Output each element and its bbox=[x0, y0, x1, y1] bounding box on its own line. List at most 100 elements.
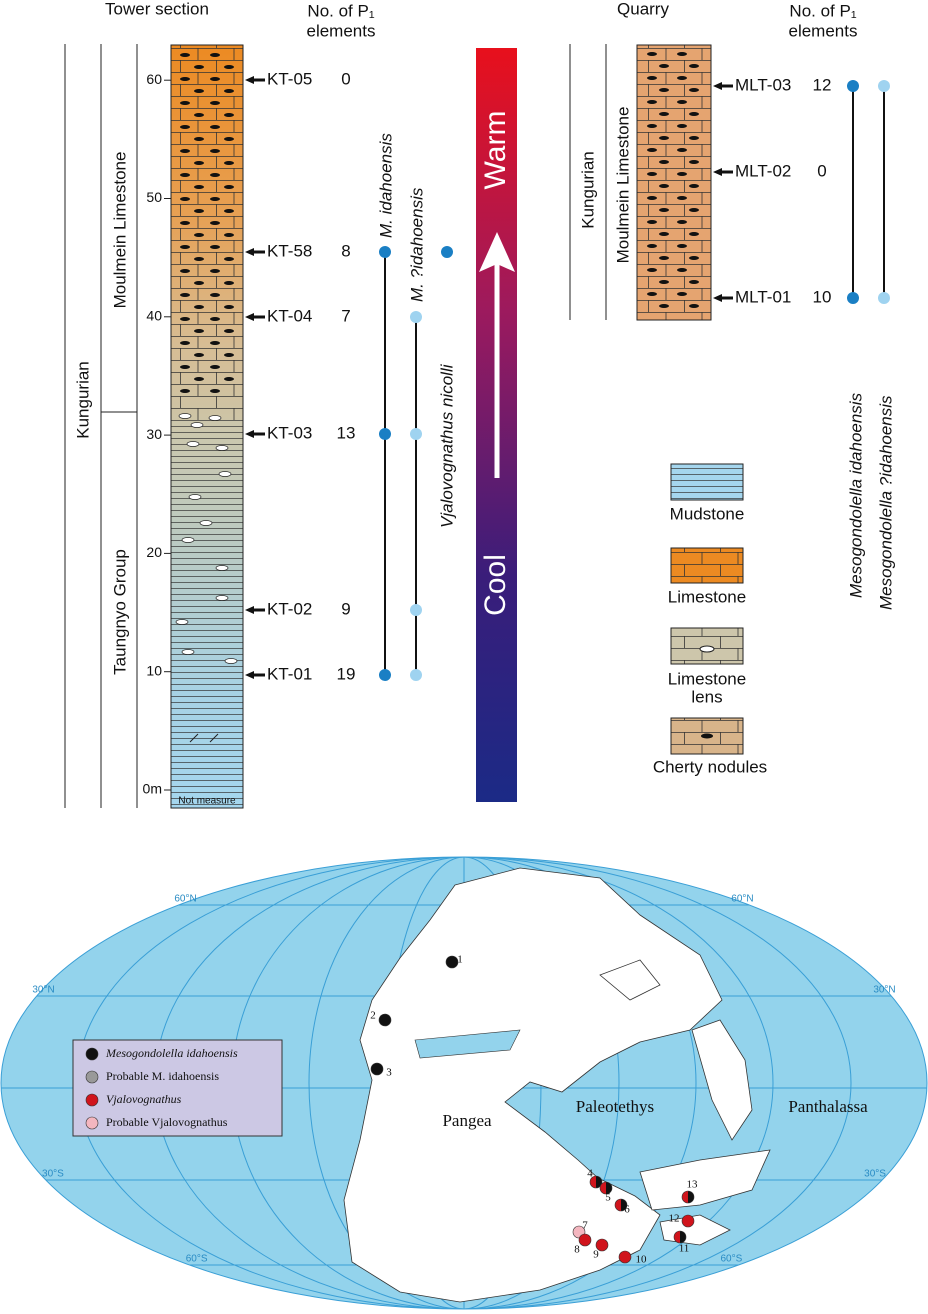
locality-label: 3 bbox=[386, 1067, 392, 1079]
locality-point bbox=[680, 1231, 686, 1243]
chert-nodule bbox=[210, 197, 220, 201]
tower-column bbox=[170, 44, 244, 809]
bedding bbox=[189, 733, 219, 743]
limestone-lens bbox=[186, 441, 200, 447]
unit-label: Taungnyo Group bbox=[110, 549, 129, 675]
limestone-lens bbox=[218, 471, 232, 477]
chert-nodule bbox=[659, 304, 669, 308]
sample-count: 9 bbox=[341, 599, 350, 618]
chert-nodule bbox=[210, 341, 220, 345]
sample-count: 8 bbox=[341, 241, 350, 260]
chert-nodule bbox=[647, 124, 657, 128]
sample-arrow bbox=[245, 76, 265, 84]
taxon-label: Vjalovognathus nicolli bbox=[437, 363, 456, 528]
quarry-column bbox=[636, 44, 712, 321]
meridian bbox=[308, 857, 620, 1309]
bottom-note: Not measure bbox=[178, 796, 236, 807]
chert-nodule bbox=[224, 185, 234, 189]
chert-nodule bbox=[194, 209, 204, 213]
legend-label: lens bbox=[691, 687, 722, 706]
chert-nodule bbox=[677, 268, 687, 272]
section-frame bbox=[64, 44, 138, 808]
chert-nodule bbox=[677, 124, 687, 128]
chert-nodule bbox=[677, 76, 687, 80]
chert-nodule bbox=[180, 317, 190, 321]
locality-label: 12 bbox=[669, 1213, 680, 1225]
latitude-label: 60°N bbox=[731, 894, 753, 905]
chert-nodule bbox=[647, 148, 657, 152]
chert-nodule bbox=[659, 64, 669, 68]
chert-nodule bbox=[194, 89, 204, 93]
chert-nodule bbox=[210, 389, 220, 393]
chert-nodule bbox=[180, 125, 190, 129]
limestone-lens bbox=[215, 565, 229, 571]
sample-arrow bbox=[245, 430, 265, 438]
legend-label: Cherty nodules bbox=[653, 757, 767, 776]
legend-label: Limestone bbox=[668, 669, 746, 688]
scale-label: 50 bbox=[146, 189, 162, 205]
chert-nodule bbox=[210, 221, 220, 225]
chert-nodule bbox=[224, 233, 234, 237]
chert-nodule bbox=[194, 377, 204, 381]
sample-count: 7 bbox=[341, 306, 350, 325]
chert-nodule bbox=[689, 136, 699, 140]
locality-point bbox=[445, 955, 459, 969]
occurrence bbox=[379, 669, 391, 681]
locality-point bbox=[595, 1238, 609, 1252]
chert-nodule bbox=[210, 101, 220, 105]
sample-count: 13 bbox=[337, 423, 356, 442]
count-header: No. of P₁ bbox=[789, 1, 856, 20]
count-header: elements bbox=[307, 21, 376, 40]
locality-label: 11 bbox=[679, 1243, 690, 1255]
locality-point bbox=[682, 1191, 688, 1203]
locality-label: 2 bbox=[370, 1010, 376, 1022]
chert-nodule bbox=[224, 161, 234, 165]
chert-nodule bbox=[224, 65, 234, 69]
sample-id: MLT-01 bbox=[735, 287, 791, 306]
scale-label: 10 bbox=[146, 662, 162, 678]
locality-point bbox=[578, 1233, 592, 1247]
chert-nodule bbox=[210, 77, 220, 81]
chert-nodule bbox=[194, 281, 204, 285]
locality-point bbox=[590, 1176, 596, 1188]
chert-nodule bbox=[180, 53, 190, 57]
limestone-lens bbox=[175, 619, 189, 625]
unit-label: Moulmein Limestone bbox=[110, 152, 129, 309]
chert-nodule bbox=[659, 88, 669, 92]
stage-label: Kungurian bbox=[578, 151, 597, 229]
sample-arrow bbox=[245, 248, 265, 256]
sample-arrow bbox=[245, 671, 265, 679]
locality-outline bbox=[614, 1198, 628, 1212]
limestone-lens bbox=[199, 520, 213, 526]
occurrence bbox=[410, 669, 422, 681]
occurrence bbox=[847, 292, 859, 304]
chert-nodule bbox=[194, 353, 204, 357]
latitude-label: 60°S bbox=[720, 1254, 742, 1265]
chert-nodule bbox=[224, 305, 234, 309]
sample-count: 19 bbox=[337, 664, 356, 683]
legend-label: Mesogondolella idahoensis bbox=[105, 1046, 238, 1060]
occurrence bbox=[379, 428, 391, 440]
latitude-label: 60°N bbox=[174, 894, 196, 905]
locality-label: 4 bbox=[587, 1168, 593, 1180]
limestone-lens bbox=[181, 537, 195, 543]
sample-id: KT-04 bbox=[267, 306, 312, 325]
latitude-label: 30°N bbox=[873, 985, 895, 996]
locality-outline bbox=[673, 1230, 687, 1244]
occurrence bbox=[410, 604, 422, 616]
chert-nodule bbox=[689, 280, 699, 284]
legend-label: Probable Vjalovognathus bbox=[106, 1115, 228, 1129]
chert-nodule bbox=[677, 292, 687, 296]
chert-nodule bbox=[180, 269, 190, 273]
chert-nodule bbox=[689, 64, 699, 68]
chert-nodule bbox=[659, 256, 669, 260]
locality-point bbox=[674, 1231, 680, 1243]
locality-point bbox=[618, 1250, 632, 1264]
chert-nodule bbox=[180, 77, 190, 81]
sample-arrow bbox=[713, 168, 733, 176]
sample-id: KT-02 bbox=[267, 599, 312, 618]
locality-point bbox=[378, 1013, 392, 1027]
chert-nodule bbox=[224, 137, 234, 141]
chert-nodule bbox=[210, 53, 220, 57]
